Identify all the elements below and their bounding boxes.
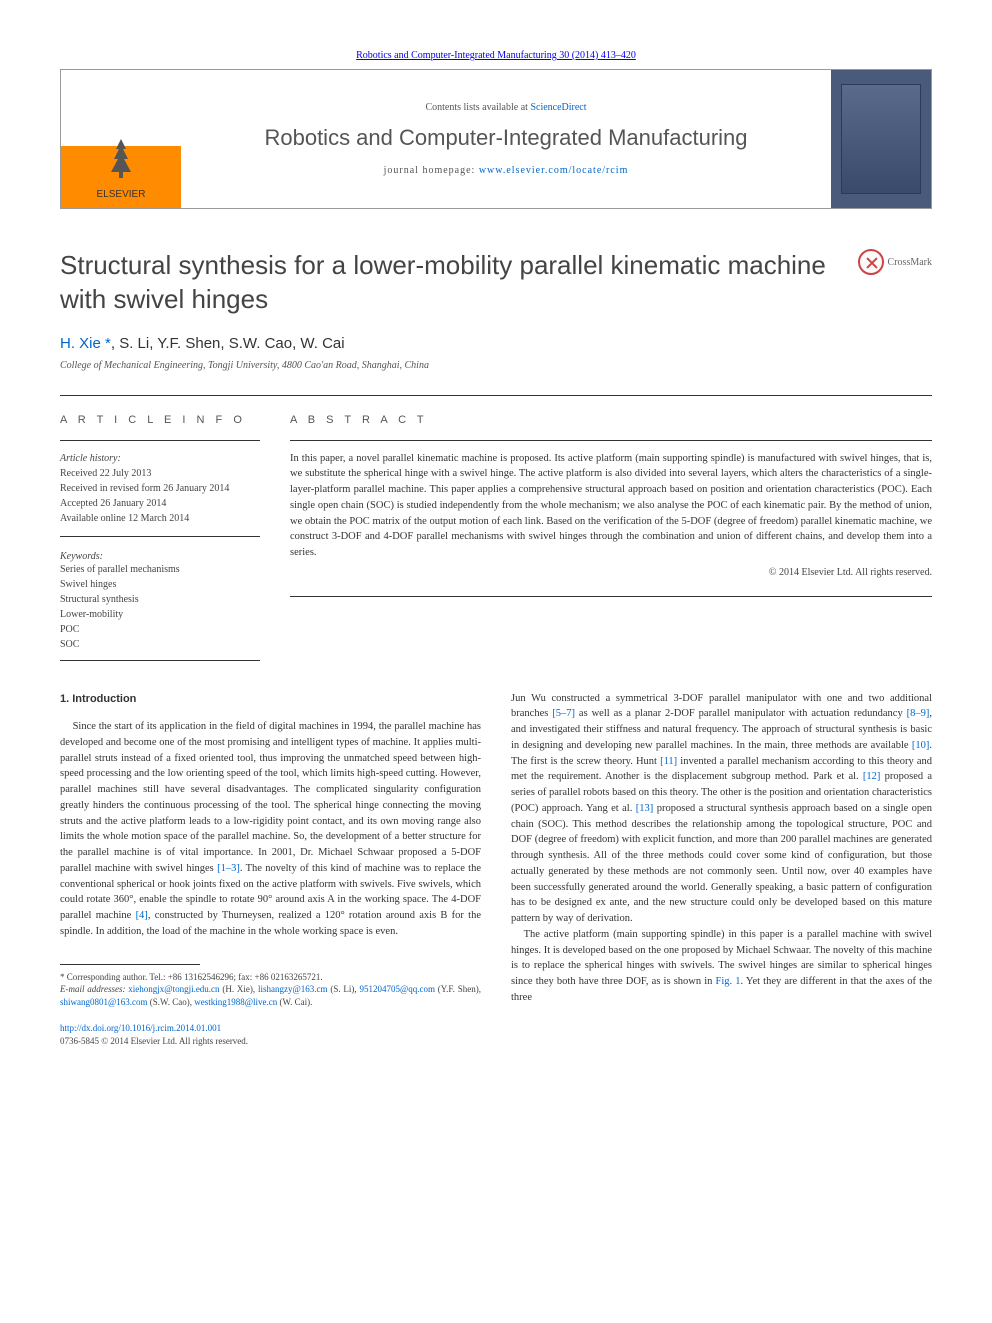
email-link[interactable]: shiwang0801@163.com <box>60 997 148 1007</box>
email-label: E-mail addresses: <box>60 984 128 994</box>
body-paragraph: The active platform (main supporting spi… <box>511 927 932 1006</box>
keyword: SOC <box>60 637 260 652</box>
abstract-text: In this paper, a novel parallel kinemati… <box>290 451 932 561</box>
doi-link[interactable]: http://dx.doi.org/10.1016/j.rcim.2014.01… <box>60 1023 221 1033</box>
text-run: proposed a structural synthesis approach… <box>511 803 932 924</box>
email-name: (Y.F. Shen), <box>435 984 481 994</box>
text-run: Since the start of its application in th… <box>60 721 481 874</box>
ref-link[interactable]: [10] <box>912 740 930 751</box>
intro-heading: 1. Introduction <box>60 691 481 708</box>
body-left-column: 1. Introduction Since the start of its a… <box>60 691 481 1048</box>
homepage-line: journal homepage: www.elsevier.com/locat… <box>384 165 629 176</box>
keyword: Lower-mobility <box>60 607 260 622</box>
header-center: Contents lists available at ScienceDirec… <box>181 70 831 208</box>
intro-paragraph: Since the start of its application in th… <box>60 719 481 940</box>
email-name: (H. Xie), <box>220 984 258 994</box>
footnote-section: * Corresponding author. Tel.: +86 131625… <box>60 964 481 1048</box>
email-line: E-mail addresses: xiehongjx@tongji.edu.c… <box>60 983 481 1008</box>
crossmark-icon <box>858 249 884 275</box>
crossmark-badge[interactable]: CrossMark <box>858 249 932 275</box>
info-divider <box>60 440 260 441</box>
article-info-heading: A R T I C L E I N F O <box>60 414 260 426</box>
homepage-link[interactable]: www.elsevier.com/locate/rcim <box>479 165 629 176</box>
text-run: as well as a planar 2-DOF parallel manip… <box>575 708 907 719</box>
email-link[interactable]: lishangzy@163.cm <box>258 984 328 994</box>
journal-header-box: ELSEVIER Contents lists available at Sci… <box>60 69 932 209</box>
authors-rest: , S. Li, Y.F. Shen, S.W. Cao, W. Cai <box>111 335 345 352</box>
affiliation: College of Mechanical Engineering, Tongj… <box>60 360 932 371</box>
fig-link[interactable]: Fig. 1 <box>716 976 741 987</box>
citation-link[interactable]: Robotics and Computer-Integrated Manufac… <box>356 50 636 61</box>
keyword: POC <box>60 622 260 637</box>
history-label: Article history: <box>60 451 260 466</box>
journal-cover-icon <box>841 84 921 194</box>
body-right-column: Jun Wu constructed a symmetrical 3-DOF p… <box>511 691 932 1048</box>
abstract-divider <box>290 440 932 441</box>
corresponding-footnote: * Corresponding author. Tel.: +86 131625… <box>60 971 481 984</box>
history-received: Received 22 July 2013 <box>60 466 260 481</box>
email-link[interactable]: 951204705@qq.com <box>359 984 435 994</box>
email-link[interactable]: westking1988@live.cn <box>194 997 277 1007</box>
history-revised: Received in revised form 26 January 2014 <box>60 481 260 496</box>
footnote-divider <box>60 964 200 965</box>
doi-line: http://dx.doi.org/10.1016/j.rcim.2014.01… <box>60 1022 481 1035</box>
ref-link[interactable]: [8–9] <box>907 708 930 719</box>
issn-line: 0736-5845 © 2014 Elsevier Ltd. All right… <box>60 1035 481 1048</box>
ref-link[interactable]: [1–3] <box>217 863 240 874</box>
history-accepted: Accepted 26 January 2014 <box>60 496 260 511</box>
contents-text: Contents lists available at <box>425 102 530 113</box>
ref-link[interactable]: [11] <box>660 756 677 767</box>
homepage-label: journal homepage: <box>384 165 479 176</box>
contents-available: Contents lists available at ScienceDirec… <box>425 102 586 113</box>
email-name: (S. Li), <box>328 984 360 994</box>
sciencedirect-link[interactable]: ScienceDirect <box>530 102 586 113</box>
journal-cover-area <box>831 70 931 208</box>
article-history: Article history: Received 22 July 2013 R… <box>60 451 260 526</box>
publisher-name: ELSEVIER <box>69 189 173 200</box>
authors-line: H. Xie *, S. Li, Y.F. Shen, S.W. Cao, W.… <box>60 335 932 352</box>
ref-link[interactable]: [4] <box>136 910 148 921</box>
keywords-end-divider <box>60 660 260 661</box>
body-paragraph: Jun Wu constructed a symmetrical 3-DOF p… <box>511 691 932 927</box>
publisher-logo-area: ELSEVIER <box>61 70 181 208</box>
journal-title: Robotics and Computer-Integrated Manufac… <box>264 125 747 151</box>
keyword: Structural synthesis <box>60 592 260 607</box>
ref-link[interactable]: [13] <box>636 803 654 814</box>
ref-link[interactable]: [12] <box>863 771 881 782</box>
keyword: Swivel hinges <box>60 577 260 592</box>
copyright: © 2014 Elsevier Ltd. All rights reserved… <box>290 567 932 578</box>
keywords-list: Series of parallel mechanisms Swivel hin… <box>60 562 260 652</box>
citation-header: Robotics and Computer-Integrated Manufac… <box>60 50 932 61</box>
email-name: (W. Cai). <box>277 997 312 1007</box>
corresponding-mark: * <box>101 335 111 352</box>
abstract-heading: A B S T R A C T <box>290 414 932 426</box>
keywords-divider <box>60 536 260 537</box>
email-link[interactable]: xiehongjx@tongji.edu.cn <box>128 984 219 994</box>
abstract-end-divider <box>290 596 932 597</box>
author-link[interactable]: H. Xie <box>60 335 101 352</box>
email-name: (S.W. Cao), <box>148 997 195 1007</box>
keyword: Series of parallel mechanisms <box>60 562 260 577</box>
history-online: Available online 12 March 2014 <box>60 511 260 526</box>
article-title: Structural synthesis for a lower-mobilit… <box>60 249 852 317</box>
divider <box>60 395 932 396</box>
ref-link[interactable]: [5–7] <box>552 708 575 719</box>
crossmark-area: CrossMark <box>852 249 932 275</box>
elsevier-tree-icon <box>69 129 173 189</box>
keywords-label: Keywords: <box>60 551 260 562</box>
crossmark-label: CrossMark <box>888 257 932 268</box>
